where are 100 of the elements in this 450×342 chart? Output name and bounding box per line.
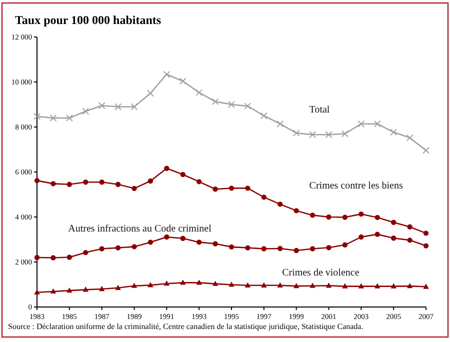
- point: [292, 130, 300, 137]
- source-note: Source : Déclaration uniforme de la criminalité, Centre canadien de la statistique juridique, Statistique Canada.: [8, 322, 364, 331]
- point: [261, 282, 267, 288]
- point: [244, 102, 252, 110]
- point: [244, 282, 251, 288]
- point: [212, 98, 219, 106]
- point: [212, 241, 218, 246]
- point: [294, 248, 299, 254]
- point: [66, 182, 72, 187]
- point: [342, 283, 348, 288]
- point: [163, 70, 170, 78]
- point: [406, 282, 413, 288]
- point: [98, 286, 105, 292]
- point: [423, 284, 429, 289]
- point: [390, 128, 398, 136]
- point: [164, 234, 170, 240]
- point: [115, 245, 121, 250]
- point: [342, 214, 348, 220]
- point: [50, 255, 56, 260]
- point: [310, 246, 316, 252]
- point: [293, 282, 300, 288]
- point: [196, 179, 202, 184]
- point: [407, 238, 412, 243]
- point: [148, 178, 154, 184]
- point: [390, 220, 396, 225]
- point: [325, 131, 332, 138]
- series-label: Autres infractions au Code criminel: [68, 223, 212, 234]
- point: [148, 282, 154, 288]
- point: [422, 146, 430, 154]
- point: [115, 284, 121, 290]
- point: [374, 120, 381, 128]
- text: Crimes contre les biens: [309, 180, 403, 192]
- point: [180, 280, 186, 285]
- point: [374, 232, 380, 237]
- point: [278, 246, 283, 252]
- point: [66, 254, 72, 260]
- point: [326, 214, 332, 220]
- point: [50, 181, 56, 186]
- point: [228, 282, 234, 287]
- point: [261, 194, 267, 200]
- point: [423, 243, 429, 248]
- point: [423, 230, 429, 236]
- point: [342, 242, 348, 248]
- point: [310, 282, 316, 288]
- point: [358, 234, 364, 240]
- point: [114, 103, 122, 110]
- point: [228, 186, 234, 191]
- point: [341, 130, 348, 138]
- point: [294, 208, 299, 214]
- point: [34, 178, 40, 184]
- point: [407, 224, 412, 230]
- series-label: Crimes de violence: [282, 267, 360, 278]
- point: [83, 180, 88, 185]
- series-label: Total: [309, 104, 330, 116]
- point: [98, 102, 106, 110]
- y-axis-title: Taux pour 100 000 habitants: [15, 13, 162, 27]
- point: [50, 288, 56, 294]
- point: [326, 282, 332, 288]
- point: [34, 112, 40, 120]
- point: [228, 244, 234, 250]
- point: [132, 186, 137, 192]
- point: [358, 283, 364, 288]
- point: [245, 245, 250, 250]
- point: [260, 112, 268, 120]
- point: [34, 289, 40, 294]
- point: [196, 89, 203, 96]
- point: [83, 250, 88, 256]
- point: [180, 172, 186, 178]
- point: [179, 78, 186, 85]
- point: [66, 114, 73, 122]
- point: [277, 282, 283, 288]
- point: [196, 240, 202, 245]
- point: [130, 103, 138, 110]
- point: [374, 214, 380, 220]
- point: [115, 182, 121, 187]
- point: [374, 283, 380, 288]
- point: [310, 212, 316, 218]
- point: [99, 246, 104, 252]
- point: [276, 120, 284, 128]
- point: [212, 186, 218, 192]
- point: [50, 114, 57, 122]
- point: [180, 236, 186, 241]
- point: [131, 282, 138, 288]
- point: [66, 287, 72, 293]
- point: [358, 211, 364, 217]
- point: [148, 240, 154, 245]
- point: [261, 246, 267, 252]
- point: [406, 134, 414, 142]
- point: [164, 280, 170, 286]
- point: [390, 283, 396, 288]
- point: [34, 254, 40, 260]
- point: [99, 180, 104, 185]
- point: [212, 280, 218, 286]
- point: [132, 244, 137, 250]
- point: [245, 186, 250, 191]
- point: [309, 131, 316, 138]
- point: [146, 90, 154, 97]
- point: [196, 280, 202, 285]
- point: [82, 108, 90, 115]
- point: [390, 236, 396, 241]
